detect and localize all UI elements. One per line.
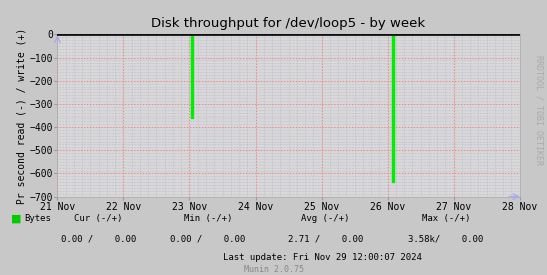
- Y-axis label: Pr second read (-) / write (+): Pr second read (-) / write (+): [17, 28, 27, 204]
- Text: Bytes: Bytes: [25, 214, 51, 223]
- Bar: [392, 34, 394, 182]
- Title: Disk throughput for /dev/loop5 - by week: Disk throughput for /dev/loop5 - by week: [152, 17, 426, 31]
- Text: 0.00 /    0.00: 0.00 / 0.00: [170, 235, 246, 244]
- Text: Avg (-/+): Avg (-/+): [301, 214, 350, 223]
- Text: Max (-/+): Max (-/+): [422, 214, 470, 223]
- Bar: [191, 34, 194, 118]
- Text: Munin 2.0.75: Munin 2.0.75: [243, 265, 304, 274]
- Text: 3.58k/    0.00: 3.58k/ 0.00: [408, 235, 484, 244]
- Text: Cur (-/+): Cur (-/+): [74, 214, 123, 223]
- Text: 0.00 /    0.00: 0.00 / 0.00: [61, 235, 136, 244]
- Text: 2.71 /    0.00: 2.71 / 0.00: [288, 235, 363, 244]
- Text: Min (-/+): Min (-/+): [184, 214, 232, 223]
- Text: RRDTOOL / TOBI OETIKER: RRDTOOL / TOBI OETIKER: [534, 55, 543, 165]
- Text: ■: ■: [11, 213, 21, 223]
- Text: Last update: Fri Nov 29 12:00:07 2024: Last update: Fri Nov 29 12:00:07 2024: [223, 253, 422, 262]
